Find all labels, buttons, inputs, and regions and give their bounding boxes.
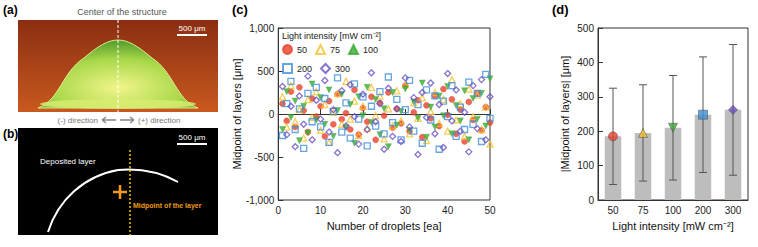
svg-text:500: 500	[258, 66, 275, 77]
svg-text:(a): (a)	[3, 3, 18, 17]
svg-text:10: 10	[315, 205, 327, 216]
svg-text:0: 0	[588, 195, 594, 206]
svg-text:300: 300	[577, 91, 594, 102]
svg-text:Deposited layer: Deposited layer	[40, 157, 96, 166]
svg-text:300: 300	[725, 205, 742, 216]
svg-text:200: 200	[577, 126, 594, 137]
svg-text:Light intensity [mW cm⁻²]: Light intensity [mW cm⁻²]	[282, 31, 381, 41]
svg-text:500 μm: 500 μm	[179, 133, 206, 142]
svg-text:|Midpoint of layers| [μm]: |Midpoint of layers| [μm]	[559, 56, 571, 173]
svg-text:100: 100	[363, 45, 378, 55]
svg-text:100: 100	[665, 205, 682, 216]
svg-text:0: 0	[269, 109, 275, 120]
svg-text:400: 400	[577, 57, 594, 68]
svg-text:(+) direction: (+) direction	[138, 116, 180, 125]
svg-text:50: 50	[484, 205, 496, 216]
svg-text:100: 100	[577, 160, 594, 171]
svg-text:(d): (d)	[552, 2, 569, 17]
svg-text:-500: -500	[254, 152, 274, 163]
svg-text:40: 40	[442, 205, 454, 216]
svg-text:(-) direction: (-) direction	[58, 116, 98, 125]
svg-text:20: 20	[357, 205, 369, 216]
svg-text:75: 75	[330, 45, 340, 55]
svg-text:30: 30	[400, 205, 412, 216]
svg-text:Number of droplets [ea]: Number of droplets [ea]	[327, 220, 442, 232]
svg-text:-1,000: -1,000	[246, 195, 275, 206]
svg-text:50: 50	[297, 45, 307, 55]
svg-text:1,000: 1,000	[249, 23, 274, 34]
svg-text:Center of the structure: Center of the structure	[77, 7, 167, 17]
svg-text:0: 0	[275, 205, 281, 216]
svg-text:Midpoint of layers [μm]: Midpoint of layers [μm]	[231, 59, 243, 170]
svg-text:200: 200	[297, 64, 312, 74]
svg-text:500: 500	[577, 23, 594, 34]
svg-text:50: 50	[607, 205, 619, 216]
svg-text:500 μm: 500 μm	[179, 24, 206, 33]
svg-text:Midpoint of the layer: Midpoint of the layer	[133, 202, 202, 210]
svg-text:Light intensity [mW cm⁻²]: Light intensity [mW cm⁻²]	[612, 220, 733, 232]
svg-text:(b): (b)	[3, 127, 18, 141]
svg-text:300: 300	[335, 64, 350, 74]
svg-text:75: 75	[637, 205, 649, 216]
svg-text:(c): (c)	[232, 2, 248, 17]
svg-text:200: 200	[695, 205, 712, 216]
